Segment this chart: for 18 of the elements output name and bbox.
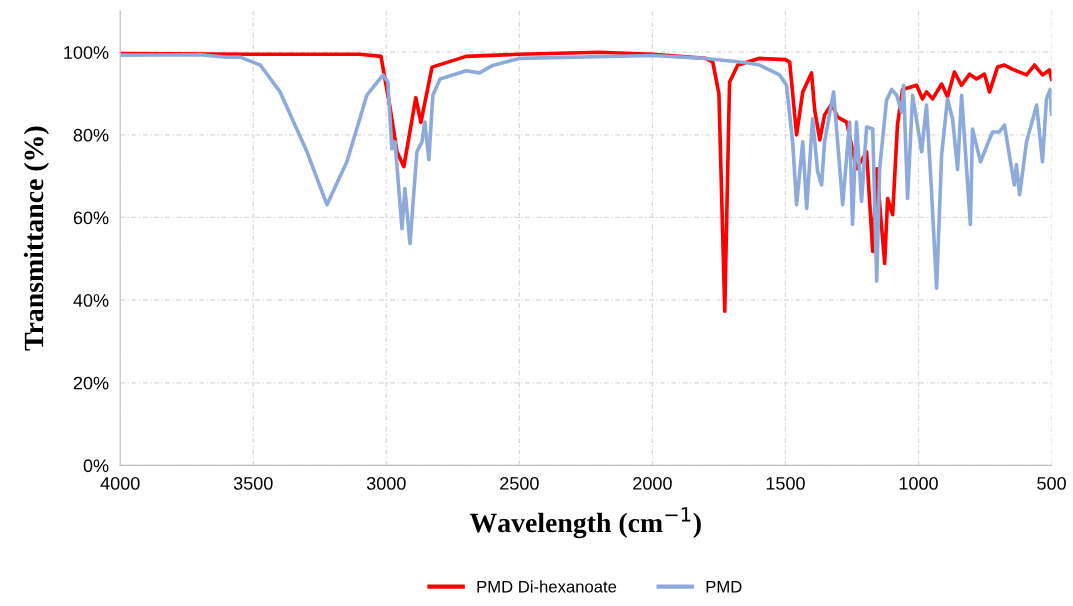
y-tick-label: 80% bbox=[73, 128, 109, 142]
y-tick-label: 60% bbox=[73, 211, 109, 225]
x-tick-label: 1000 bbox=[899, 477, 938, 490]
x-tick-label: 1500 bbox=[766, 477, 805, 490]
x-axis-title: Wavelength (cm$^{−1}$) bbox=[469, 507, 701, 539]
y-tick-label: 20% bbox=[73, 376, 109, 390]
legend-label: PMD Di-hexanoate bbox=[477, 580, 617, 593]
x-tick-label: 2000 bbox=[633, 477, 672, 490]
x-tick-label: 3000 bbox=[366, 477, 406, 490]
x-tick-label: 3500 bbox=[233, 477, 273, 490]
y-tick-label: 40% bbox=[73, 294, 109, 307]
x-tick-label: 2500 bbox=[500, 477, 539, 490]
x-tick-label: 4000 bbox=[100, 477, 140, 490]
y-tick-label: 100% bbox=[64, 46, 109, 59]
legend-label: PMD bbox=[706, 580, 742, 593]
y-axis-title: Transmittance (%) bbox=[23, 126, 49, 351]
y-tick-label: 0% bbox=[83, 459, 109, 473]
x-tick-label: 500 bbox=[1037, 477, 1066, 490]
